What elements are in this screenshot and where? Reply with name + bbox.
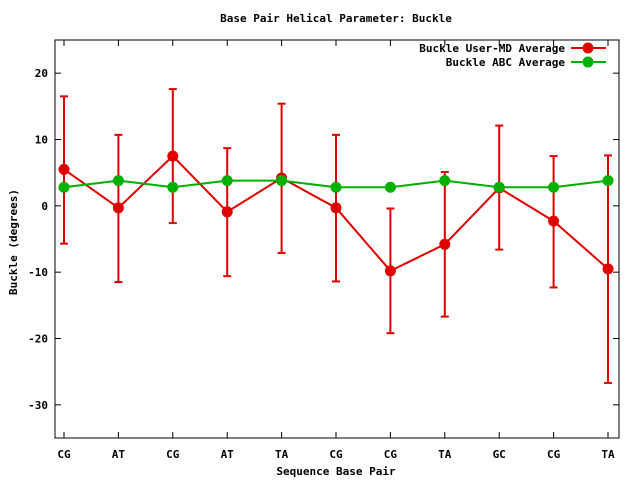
series-layer [58,88,614,384]
x-axis: CG AT CG AT TA CG CG TA GC CG TA [57,40,615,461]
x-axis-label: Sequence Base Pair [276,465,396,478]
x-tick-label: AT [221,448,235,461]
legend: Buckle User-MD Average Buckle ABC Averag… [419,42,606,69]
x-tick-label: TA [275,448,289,461]
data-point-series-1 [167,181,179,193]
x-tick-label: GC [493,448,506,461]
data-point-series-1 [602,175,614,187]
data-point-series-1 [439,175,451,187]
data-point-series-0 [167,150,179,162]
y-tick-label: 0 [41,200,48,213]
x-tick-label: TA [601,448,615,461]
y-tick-label: 10 [35,134,48,147]
data-point-series-1 [221,175,233,187]
data-point-series-1 [493,181,505,193]
x-tick-label: TA [438,448,452,461]
x-tick-label: CG [547,448,561,461]
data-point-series-0 [548,215,560,227]
legend-label-user-md: Buckle User-MD Average [419,42,565,55]
legend-label-abc: Buckle ABC Average [446,56,566,69]
error-bars [60,88,612,384]
data-point-series-0 [384,265,396,277]
data-point-series-1 [384,181,396,193]
data-point-series-1 [330,181,342,193]
data-point-series-0 [112,202,124,214]
data-point-series-1 [548,181,560,193]
data-point-series-1 [276,175,288,187]
data-point-series-0 [221,206,233,218]
data-point-series-1 [112,175,124,187]
y-tick-label: -20 [28,333,48,346]
y-tick-label: -30 [28,399,48,412]
y-tick-label: -10 [28,266,48,279]
x-tick-label: CG [166,448,180,461]
data-point-series-1 [58,181,70,193]
data-point-series-0 [439,238,451,250]
x-tick-label: CG [57,448,71,461]
plot-frame [54,39,620,439]
x-tick-label: AT [112,448,126,461]
data-point-series-0 [330,202,342,214]
x-tick-label: CG [384,448,398,461]
data-point-series-0 [602,263,614,275]
legend-marker-1 [582,56,594,68]
chart-title: Base Pair Helical Parameter: Buckle [220,12,452,25]
data-point-series-0 [58,163,70,175]
y-axis: -30 -20 -10 0 10 20 [28,67,619,412]
y-tick-label: 20 [35,67,48,80]
x-tick-label: CG [329,448,343,461]
legend-marker-0 [582,42,594,54]
y-axis-label: Buckle (degrees) [7,189,20,295]
